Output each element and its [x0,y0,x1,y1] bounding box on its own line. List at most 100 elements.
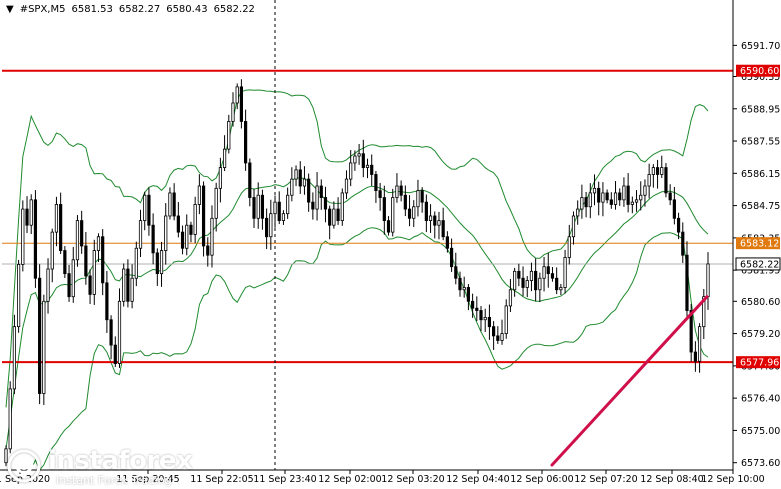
time-tick-label: 12 Sep 03:20 [381,474,444,485]
price-label-last: 6582.22 [740,259,779,270]
candle-body [550,273,555,279]
candle-body [445,236,449,249]
candle-body [8,388,12,450]
candle-body [201,185,206,247]
candle-body [697,326,702,362]
band-lower-line [6,227,709,471]
candle-body [307,178,311,203]
candle-body [655,167,660,175]
candle-body [67,273,71,298]
candle-body [466,287,470,302]
candle-body [605,192,609,201]
candle-body [441,220,445,238]
candle-body [647,174,651,187]
band-upper-line [5,89,709,408]
candle-body [630,201,634,205]
candle-body [4,448,8,464]
candle-body [227,121,231,150]
candle-body [437,220,441,226]
candle-body [382,197,386,221]
candle-body [256,194,260,219]
time-tick-label: 11 Sep 23:40 [253,474,316,485]
candle-body [71,259,75,298]
candle-body [420,190,424,203]
candle-body [29,199,33,226]
candle-body [639,194,643,201]
candle-body [513,270,517,291]
candle-body [559,287,563,291]
price-label-resistance: 6590.60 [740,66,779,77]
watermark: instaforex Instant Forex Trading [6,446,193,487]
candle-body [546,266,550,275]
candle-body [407,208,412,219]
candle-body [416,190,420,208]
price-tick-label: 6586.15 [741,169,780,180]
candle-body [235,86,239,104]
candle-body [378,190,382,198]
candle-body [386,220,391,233]
candle-body [302,178,307,187]
time-tick-label: 12 Sep 10:00 [701,474,764,485]
header-symbol: #SPX,M5 [19,4,66,15]
candle-body [365,164,370,168]
candle-body [521,277,525,288]
candle-body [487,317,492,328]
candle-body [702,296,706,328]
candle-body [374,174,378,192]
candle-body [580,197,584,210]
candle-body [449,247,454,268]
candle-body [328,208,332,226]
header-open: 6581.53 [71,4,113,15]
candle-body [319,185,323,198]
candle-body [458,277,462,291]
candle-body [529,270,534,281]
candle-body [180,231,185,249]
time-tick-label: 12 Sep 07:20 [574,474,637,485]
candle-body [311,201,315,210]
candle-body [189,224,193,235]
candle-body [496,335,500,341]
candle-body [231,102,235,122]
candle-body [252,197,256,219]
candle-body [685,254,689,311]
candle-body [17,264,21,328]
candle-body [273,201,277,215]
price-tick-label: 6584.75 [741,201,780,212]
time-tick-label: 12 Sep 06:00 [510,474,573,485]
price-tick-label: 6575.00 [741,426,780,437]
candle-body [681,231,685,256]
candle-body [218,167,222,189]
candle-body [143,194,147,221]
price-label-box [735,257,781,271]
price-tick-label: 6590.35 [741,72,780,83]
price-labels: 6590.60 6583.12 6582.22 6577.96 [735,64,781,369]
candle-body [500,333,504,341]
candle-body [597,187,601,203]
candle-body [395,185,399,198]
candle-body [676,217,681,233]
candle-body [117,300,122,364]
candle-body [155,252,159,275]
candle-body [46,268,50,302]
price-tick-label: 6591.70 [741,41,780,52]
candle-body [534,270,538,291]
candle-body [634,199,639,203]
price-tick-label: 6588.95 [741,104,780,115]
candle-body [651,167,655,175]
price-tick-label: 6579.20 [741,329,780,340]
price-tick-label: 6587.55 [741,137,780,148]
price-label-box [736,64,780,77]
candle-body [277,201,281,221]
candle-body [357,153,361,157]
candle-body [159,250,164,275]
candle-body [504,305,508,334]
header-low: 6580.43 [166,4,208,15]
candle-body [424,201,428,221]
candle-body [567,236,571,258]
candle-body [323,197,328,210]
price-label-pivot: 6583.12 [740,239,779,250]
time-tick-label: 12 Sep 04:40 [446,474,509,485]
candle-body [618,192,622,201]
candle-body [433,215,437,226]
